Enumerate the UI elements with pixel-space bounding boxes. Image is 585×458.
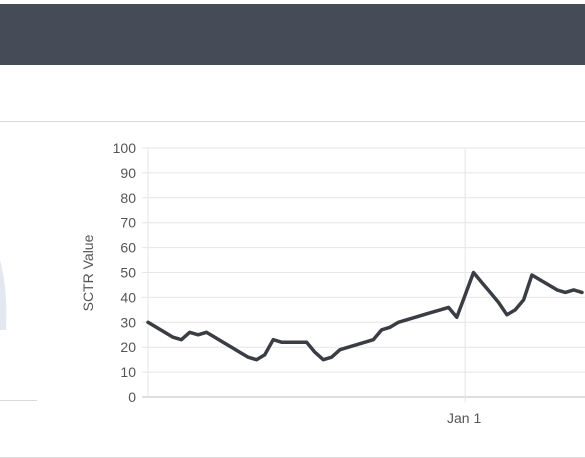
y-tick-label: 90 — [120, 165, 136, 181]
y-tick-label: 70 — [120, 215, 136, 231]
series-line — [146, 270, 584, 362]
divider-left-panel — [0, 400, 37, 401]
y-tick-label: 10 — [120, 364, 136, 380]
x-tick-label: Jan 1 — [447, 410, 481, 426]
x-axis-ticks: Jan 1 — [447, 410, 481, 426]
y-tick-label: 30 — [120, 314, 136, 330]
y-tick-label: 60 — [120, 240, 136, 256]
divider-top — [0, 121, 585, 122]
y-axis-label: SCTR Value — [80, 234, 96, 311]
sctr-line-chart: 0 10 20 30 40 50 60 70 80 90 100 Jan 1 SCTR Value — [80, 140, 585, 426]
y-tick-label: 50 — [120, 265, 136, 281]
y-tick-label: 100 — [113, 140, 137, 156]
chart-grid — [142, 147, 585, 403]
top-header-bar — [0, 4, 585, 65]
y-tick-label: 40 — [120, 289, 136, 305]
gauge-arc-fragment — [0, 260, 7, 330]
y-tick-label: 0 — [128, 389, 136, 405]
y-axis-ticks: 0 10 20 30 40 50 60 70 80 90 100 — [113, 140, 137, 405]
y-tick-label: 20 — [120, 339, 136, 355]
y-tick-label: 80 — [120, 190, 136, 206]
